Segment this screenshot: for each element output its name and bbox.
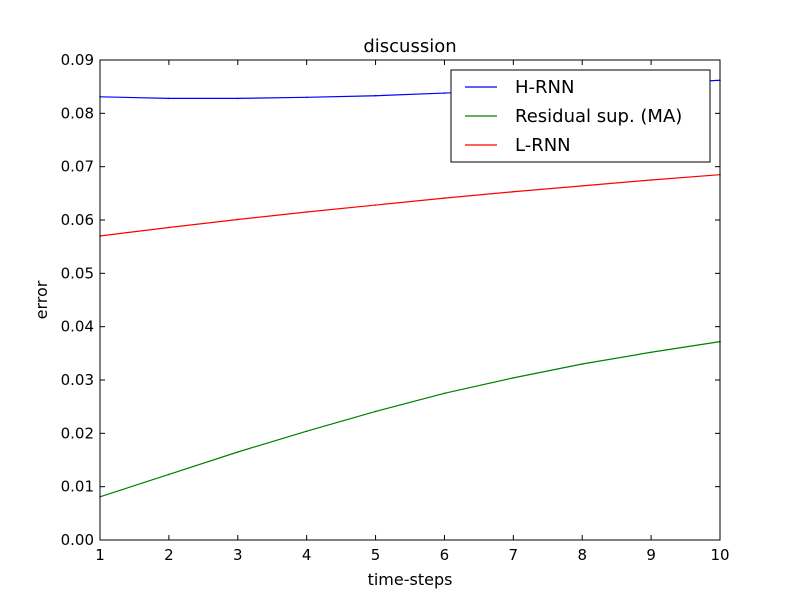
data-point xyxy=(305,430,308,433)
data-point xyxy=(236,451,239,453)
data-point xyxy=(443,392,446,395)
data-point xyxy=(168,473,170,476)
x-axis-label: time-steps xyxy=(368,570,453,589)
data-point xyxy=(168,97,170,100)
x-tick-label: 8 xyxy=(577,546,587,564)
data-point xyxy=(374,204,377,206)
y-tick-label: 0.04 xyxy=(61,318,94,336)
series-line-2 xyxy=(99,174,721,237)
legend-items: H-RNN Residual sup. (MA) L-RNN xyxy=(465,77,682,156)
data-point xyxy=(305,211,308,213)
data-point xyxy=(168,226,170,229)
x-tick-label: 6 xyxy=(440,546,450,564)
y-tick-label: 0.02 xyxy=(61,424,94,442)
data-point xyxy=(374,94,377,97)
y-tick-label: 0.07 xyxy=(61,158,94,176)
y-axis-label: error xyxy=(32,280,51,319)
series-line-1 xyxy=(99,341,721,498)
x-tick-label: 9 xyxy=(646,546,656,564)
y-tick-label: 0.01 xyxy=(61,478,94,496)
y-tick-label: 0.09 xyxy=(61,51,94,69)
x-tick-label: 2 xyxy=(164,546,174,564)
data-point xyxy=(581,363,584,365)
x-tick-label: 4 xyxy=(302,546,312,564)
y-tick-label: 0.05 xyxy=(61,264,94,282)
legend-label: L-RNN xyxy=(515,135,571,156)
y-tick-label: 0.00 xyxy=(61,531,94,549)
data-point xyxy=(374,410,377,413)
data-point xyxy=(650,351,652,354)
legend-label: H-RNN xyxy=(515,77,574,98)
x-tick-label: 5 xyxy=(371,546,381,564)
x-tick-label: 10 xyxy=(710,546,729,564)
plot-frame xyxy=(99,59,721,541)
data-point xyxy=(443,92,446,94)
data-point xyxy=(443,197,446,199)
data-point xyxy=(512,377,515,379)
data-point xyxy=(236,97,239,100)
data-point xyxy=(581,185,584,187)
legend-label: Residual sup. (MA) xyxy=(515,106,682,127)
legend: H-RNN Residual sup. (MA) L-RNN xyxy=(450,69,711,163)
y-tick-label: 0.06 xyxy=(61,211,94,229)
data-point xyxy=(236,218,239,221)
x-tick-label: 3 xyxy=(233,546,243,564)
data-point xyxy=(650,179,652,181)
x-tick-label: 1 xyxy=(95,546,105,564)
ticks-layer: 1 2 3 4 5 6 7 8 9 10 0.00 0.01 0.02 0.03 0.04 0.05 0.06 0… xyxy=(61,51,730,564)
data-point xyxy=(512,190,515,193)
y-tick-label: 0.03 xyxy=(61,371,94,389)
data-point xyxy=(305,96,308,99)
x-tick-label: 7 xyxy=(509,546,519,564)
chart-title: discussion xyxy=(363,36,456,57)
y-tick-label: 0.08 xyxy=(61,104,94,122)
